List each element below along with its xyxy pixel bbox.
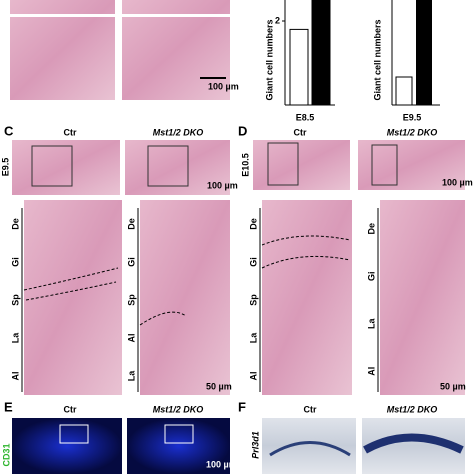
inset-box xyxy=(31,145,73,187)
boundary xyxy=(139,311,187,326)
layer-label: Sp xyxy=(126,294,136,306)
image xyxy=(12,140,120,195)
layer-label: Al xyxy=(366,367,376,376)
panel-letter: F xyxy=(238,399,246,414)
layer-label: Gi xyxy=(126,257,136,267)
panel-d: D Ctr Mst1/2 DKO E10.5 100 µm 50 µm De Gi… xyxy=(238,123,473,395)
column-label: Ctr xyxy=(294,127,307,137)
stain xyxy=(269,441,351,457)
column-label: Mst1/2 DKO xyxy=(153,127,204,137)
image xyxy=(24,200,122,395)
column-label: Ctr xyxy=(304,404,317,414)
x-label: E8.5 xyxy=(296,112,315,122)
layer-label: Gi xyxy=(366,271,376,281)
layer-label: De xyxy=(366,223,376,235)
scale-label: 50 µm xyxy=(206,381,232,391)
bar xyxy=(289,28,309,106)
image xyxy=(253,140,350,190)
inset-box xyxy=(371,144,398,186)
stage: E9.5 xyxy=(0,158,10,177)
y-label: Giant cell numbers xyxy=(264,19,274,100)
image xyxy=(380,200,465,395)
chart: Giant cell numbers E8.5 2 xyxy=(264,0,335,122)
image xyxy=(262,418,356,474)
panel-letter: E xyxy=(4,399,13,414)
bar xyxy=(311,0,331,106)
layer-label: La xyxy=(10,332,20,343)
y-label: Giant cell numbers xyxy=(372,19,382,100)
panel-letter: D xyxy=(238,123,247,138)
column-label: Mst1/2 DKO xyxy=(153,404,204,414)
bar xyxy=(395,76,413,106)
layer-label: De xyxy=(10,218,20,230)
stain xyxy=(363,433,464,454)
boundary xyxy=(23,267,119,301)
layer-label: La xyxy=(248,332,258,343)
panel-c: C Ctr Mst1/2 DKO E9.5 100 µm 50 µm De Gi S… xyxy=(0,123,238,395)
image xyxy=(140,200,230,395)
chart: Giant cell numbers E9.5 xyxy=(372,0,440,122)
x-label: E9.5 xyxy=(403,112,422,122)
panel-a: 100 µm xyxy=(10,0,239,100)
boundary xyxy=(261,235,351,269)
image xyxy=(262,200,352,395)
layer-label: La xyxy=(126,370,136,381)
inset-box xyxy=(59,424,89,444)
layer-label: De xyxy=(126,218,136,230)
layer-label: Gi xyxy=(248,257,258,267)
scale-label: 100 µm xyxy=(206,459,237,469)
column-label: Mst1/2 DKO xyxy=(387,404,438,414)
column-label: Ctr xyxy=(64,127,77,137)
column-label: Ctr xyxy=(64,404,77,414)
inset-box xyxy=(147,145,189,187)
layer-label: Al xyxy=(10,372,20,381)
layer-label: De xyxy=(248,218,258,230)
panel-e: E Ctr Mst1/2 DKO CD31 100 µm xyxy=(1,399,237,474)
image xyxy=(127,418,230,474)
divider xyxy=(10,14,230,17)
panel-letter: C xyxy=(4,123,14,138)
scale-label: 50 µm xyxy=(440,381,466,391)
stage: E10.5 xyxy=(240,153,250,177)
layer-label: Sp xyxy=(10,294,20,306)
marker: CD31 xyxy=(1,443,11,466)
y-tick-label: 2 xyxy=(275,15,280,25)
panel-f: F Ctr Mst1/2 DKO Prl3d1 xyxy=(238,399,465,474)
column-label: Mst1/2 DKO xyxy=(387,127,438,137)
layer-label: La xyxy=(366,318,376,329)
marker: Prl3d1 xyxy=(250,431,260,459)
scale-label: 100 µm xyxy=(207,180,238,190)
scale-label: 100 µm xyxy=(442,177,473,187)
inset-box xyxy=(164,424,194,444)
layer-label: Al xyxy=(248,372,258,381)
bar xyxy=(416,0,432,105)
layer-label: Al xyxy=(126,334,136,343)
scale-label: 100 µm xyxy=(208,81,239,91)
image xyxy=(358,140,465,190)
layer-label: Gi xyxy=(10,257,20,267)
layer-label: Sp xyxy=(248,294,258,306)
inset-box xyxy=(267,142,299,186)
image xyxy=(12,418,122,474)
